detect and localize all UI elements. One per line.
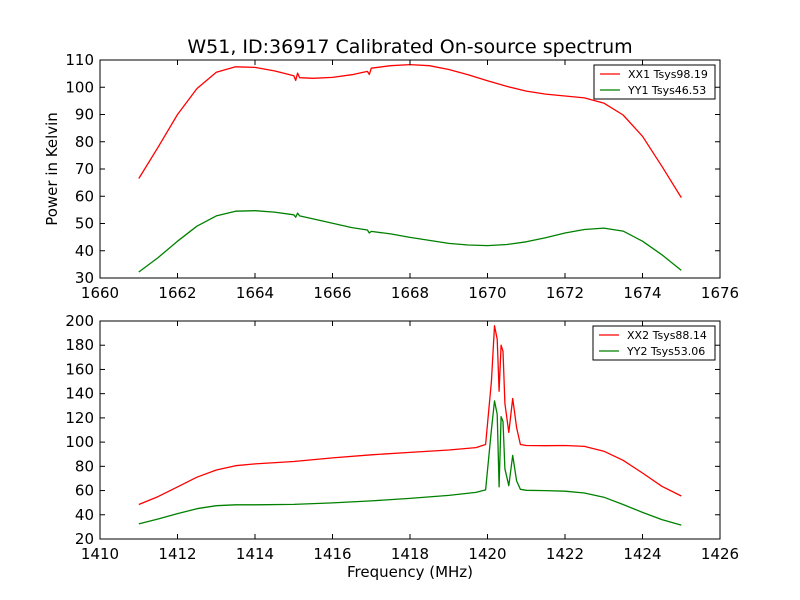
y-tick-label: 20 [75, 530, 94, 548]
x-axis-label: Frequency (MHz) [347, 563, 473, 581]
y-tick-label: 40 [75, 242, 94, 260]
y-tick-label: 70 [75, 160, 94, 178]
figure-title: W51, ID:36917 Calibrated On-source spect… [187, 36, 632, 58]
x-tick-label: 1424 [623, 545, 661, 563]
x-tick-label: 1420 [468, 545, 506, 563]
y-tick-label: 40 [75, 506, 94, 524]
x-tick-label: 1664 [236, 284, 274, 302]
y-tick-label: 30 [75, 269, 94, 287]
y-tick-label: 180 [65, 336, 94, 354]
x-tick-label: 1666 [313, 284, 351, 302]
series-line-1 [138, 63, 682, 198]
bottom-panel: 1410 1412 1414 1416 1418 1420 1422 1424 1426 20 40… [65, 312, 739, 563]
x-tick-label: 1426 [701, 545, 739, 563]
y-tick-label: 200 [65, 312, 94, 330]
y-tick-label: 50 [75, 215, 94, 233]
legend: XX1 Tsys98.19 YY1 Tsys46.53 [593, 64, 716, 100]
y-tick-label: 60 [75, 187, 94, 205]
legend-entry: XX2 Tsys88.14 [627, 329, 707, 342]
y-tick-label: 110 [65, 51, 94, 69]
x-tick-label: 1422 [546, 545, 584, 563]
legend-entry: XX1 Tsys98.19 [628, 68, 708, 81]
legend-box [592, 325, 716, 361]
legend: XX2 Tsys88.14 YY2 Tsys53.06 [592, 325, 716, 361]
x-tick-label: 1672 [546, 284, 584, 302]
y-tick-label: 60 [75, 482, 94, 500]
y-tick-label: 100 [65, 433, 94, 451]
y-tick-label: 140 [65, 385, 94, 403]
series-line-1 [138, 325, 682, 506]
y-tick-label: 90 [75, 106, 94, 124]
y-tick-label: 100 [65, 78, 94, 96]
x-tick-label: 1668 [391, 284, 429, 302]
x-tick-label: 1414 [236, 545, 274, 563]
y-tick-label: 120 [65, 409, 94, 427]
y-tick-label: 160 [65, 360, 94, 378]
x-tick-label: 1674 [623, 284, 661, 302]
x-tick-label: 1662 [158, 284, 196, 302]
x-tick-label: 1416 [313, 545, 351, 563]
x-tick-label: 1412 [158, 545, 196, 563]
x-tick-label: 1676 [701, 284, 739, 302]
legend-box [593, 64, 716, 100]
y-tick-label: 80 [75, 133, 94, 151]
series-line-2 [138, 400, 682, 526]
y-axis-label: Power in Kelvin [43, 112, 61, 226]
x-tick-label: 1418 [391, 545, 429, 563]
x-tick-label: 1660 [81, 284, 119, 302]
legend-entry: YY2 Tsys53.06 [626, 345, 705, 358]
x-tick-label: 1670 [468, 284, 506, 302]
x-tick-label: 1410 [81, 545, 119, 563]
series-line-2 [138, 210, 682, 273]
y-tick-label: 80 [75, 457, 94, 475]
top-panel: 1660 1662 1664 1666 1668 1670 1672 1674 1676 30 40… [65, 51, 739, 302]
legend-entry: YY1 Tsys46.53 [627, 84, 706, 97]
